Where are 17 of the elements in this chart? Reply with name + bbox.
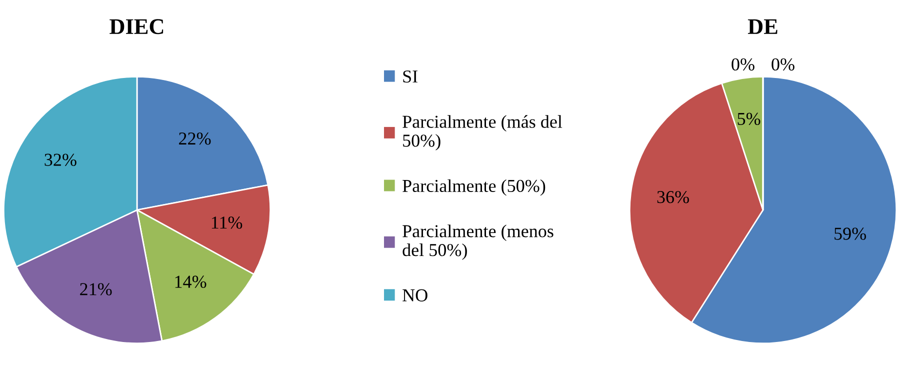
text: 0% <box>732 58 754 71</box>
legend-label: NO <box>402 289 428 302</box>
legend-label: Parcialmente (menos del 50%) <box>402 224 554 260</box>
data-label: 14% <box>175 276 206 288</box>
data-label: 32% <box>44 154 76 166</box>
data-label: 5% <box>738 112 760 126</box>
data-label: 21% <box>80 283 112 296</box>
legend-label: SI <box>403 70 418 83</box>
data-label: 36% <box>657 190 689 204</box>
text: 0% <box>772 58 794 71</box>
data-label: 11% <box>212 216 242 229</box>
chart-title: DE <box>748 19 778 34</box>
data-label: 59% <box>834 228 866 240</box>
legend-label: Parcialmente (más del 50%) <box>402 115 562 150</box>
chart-title: DIEC <box>110 19 164 34</box>
data-label: 22% <box>179 132 211 145</box>
legend-label: Parcialmente (50%) <box>402 179 546 196</box>
